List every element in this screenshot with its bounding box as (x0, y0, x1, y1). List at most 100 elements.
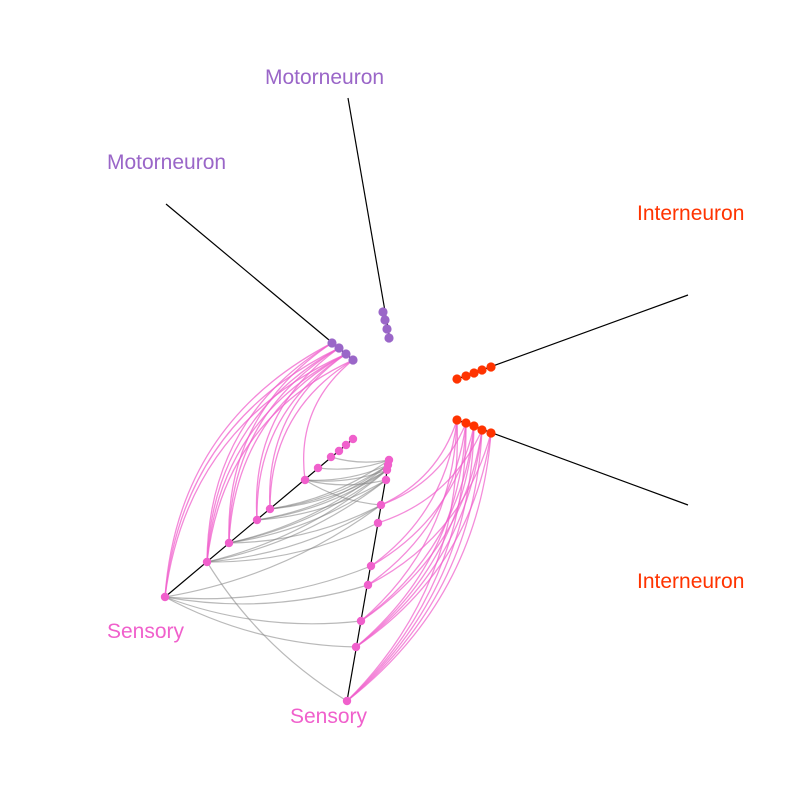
axis-motorneuron-upper (347, 97, 391, 341)
edge-within-sensory (206, 504, 382, 563)
edge-within-sensory (164, 584, 369, 605)
edge-sensory-motorneuron (228, 342, 333, 544)
edge-sensory-motorneuron (164, 342, 333, 598)
edge-sensory-interneuron (355, 429, 483, 648)
axis-label-motorneuron-left: Motorneuron (107, 151, 227, 174)
node-sensory (342, 696, 352, 706)
edge-within-sensory (206, 469, 388, 563)
edge-sensory-motorneuron (303, 359, 354, 481)
edge-within-sensory (304, 479, 382, 506)
edge-sensory-motorneuron (228, 353, 347, 544)
node-interneuron (452, 415, 462, 425)
node-sensory (334, 446, 344, 456)
edge-sensory-motorneuron (256, 353, 347, 521)
edge-sensory-interneuron (370, 419, 458, 567)
node-interneuron (461, 418, 471, 428)
node-interneuron (469, 368, 479, 378)
edge-sensory-interneuron (355, 432, 492, 648)
edge-within-sensory (164, 596, 362, 625)
edge-sensory-interneuron (346, 432, 492, 702)
edge-sensory-motorneuron (164, 353, 347, 598)
node-sensory (224, 538, 234, 548)
node-sensory (356, 616, 366, 626)
edge-within-sensory (317, 459, 390, 470)
axis-layer (164, 97, 689, 702)
node-motorneuron (382, 324, 392, 334)
node-interneuron (461, 371, 471, 381)
edge-sensory-interneuron (367, 422, 467, 586)
edge-within-sensory (304, 479, 387, 486)
edge-sensory-interneuron (377, 429, 483, 524)
axis-label-interneuron-lower: Interneuron (637, 570, 745, 593)
node-motorneuron (380, 315, 390, 325)
node-interneuron (477, 365, 487, 375)
node-interneuron (469, 421, 479, 431)
node-sensory (160, 592, 170, 602)
edge-sensory-interneuron (355, 425, 475, 648)
node-sensory (202, 557, 212, 567)
edge-within-sensory (228, 504, 382, 544)
edge-within-sensory (269, 459, 390, 510)
axis-interneuron-upper (456, 294, 689, 380)
edge-sensory-interneuron (360, 425, 475, 622)
node-sensory (384, 455, 394, 465)
node-motorneuron (348, 355, 358, 365)
edge-sensory-motorneuron (269, 353, 347, 510)
edge-sensory-interneuron (360, 429, 483, 622)
edge-within-sensory (206, 479, 387, 563)
axis-label-motorneuron-upper: Motorneuron (265, 66, 385, 89)
edge-within-sensory (304, 464, 389, 481)
node-sensory (363, 580, 373, 590)
node-interneuron (486, 428, 496, 438)
edge-within-sensory (164, 504, 382, 598)
axis-label-interneuron-upper: Interneuron (637, 202, 745, 225)
edge-within-sensory (330, 456, 390, 463)
edge-sensory-motorneuron (255, 347, 340, 521)
node-motorneuron (378, 307, 388, 317)
edge-sensory-motorneuron (228, 347, 340, 544)
node-motorneuron (384, 333, 394, 343)
edge-within-sensory (228, 479, 387, 544)
edge-sensory-interneuron (380, 419, 458, 506)
edge-sensory-interneuron (370, 425, 475, 567)
edge-sensory-interneuron (360, 419, 458, 622)
node-layer (160, 307, 496, 706)
edge-layer (164, 342, 492, 702)
edge-sensory-interneuron (355, 422, 467, 648)
edge-within-sensory (164, 565, 372, 600)
node-sensory (366, 561, 376, 571)
edge-within-sensory (206, 522, 379, 563)
node-motorneuron (334, 343, 344, 353)
node-sensory (341, 440, 351, 450)
node-interneuron (477, 425, 487, 435)
node-motorneuron (341, 349, 351, 359)
edge-sensory-interneuron (380, 422, 467, 506)
node-sensory (300, 475, 310, 485)
node-sensory (326, 452, 336, 462)
edge-sensory-interneuron (346, 419, 459, 702)
edge-sensory-interneuron (346, 425, 475, 702)
node-interneuron (486, 362, 496, 372)
node-sensory (376, 500, 386, 510)
node-sensory (348, 434, 358, 444)
node-sensory (373, 518, 383, 528)
edge-within-sensory (206, 561, 348, 702)
edge-sensory-motorneuron (206, 342, 333, 563)
edge-within-sensory (228, 464, 389, 544)
axis-motorneuron-left (165, 203, 354, 361)
axis-sensory-bottom (346, 459, 390, 702)
node-interneuron (452, 374, 462, 384)
edge-within-sensory (164, 596, 357, 648)
edge-sensory-motorneuron (206, 347, 340, 563)
edge-sensory-interneuron (346, 422, 467, 702)
node-sensory (381, 475, 391, 485)
node-motorneuron (327, 338, 337, 348)
edge-sensory-motorneuron (164, 347, 340, 598)
node-sensory (265, 504, 275, 514)
edge-within-sensory (256, 479, 387, 521)
edge-sensory-motorneuron (269, 359, 354, 510)
node-sensory (313, 463, 323, 473)
node-sensory (252, 515, 262, 525)
